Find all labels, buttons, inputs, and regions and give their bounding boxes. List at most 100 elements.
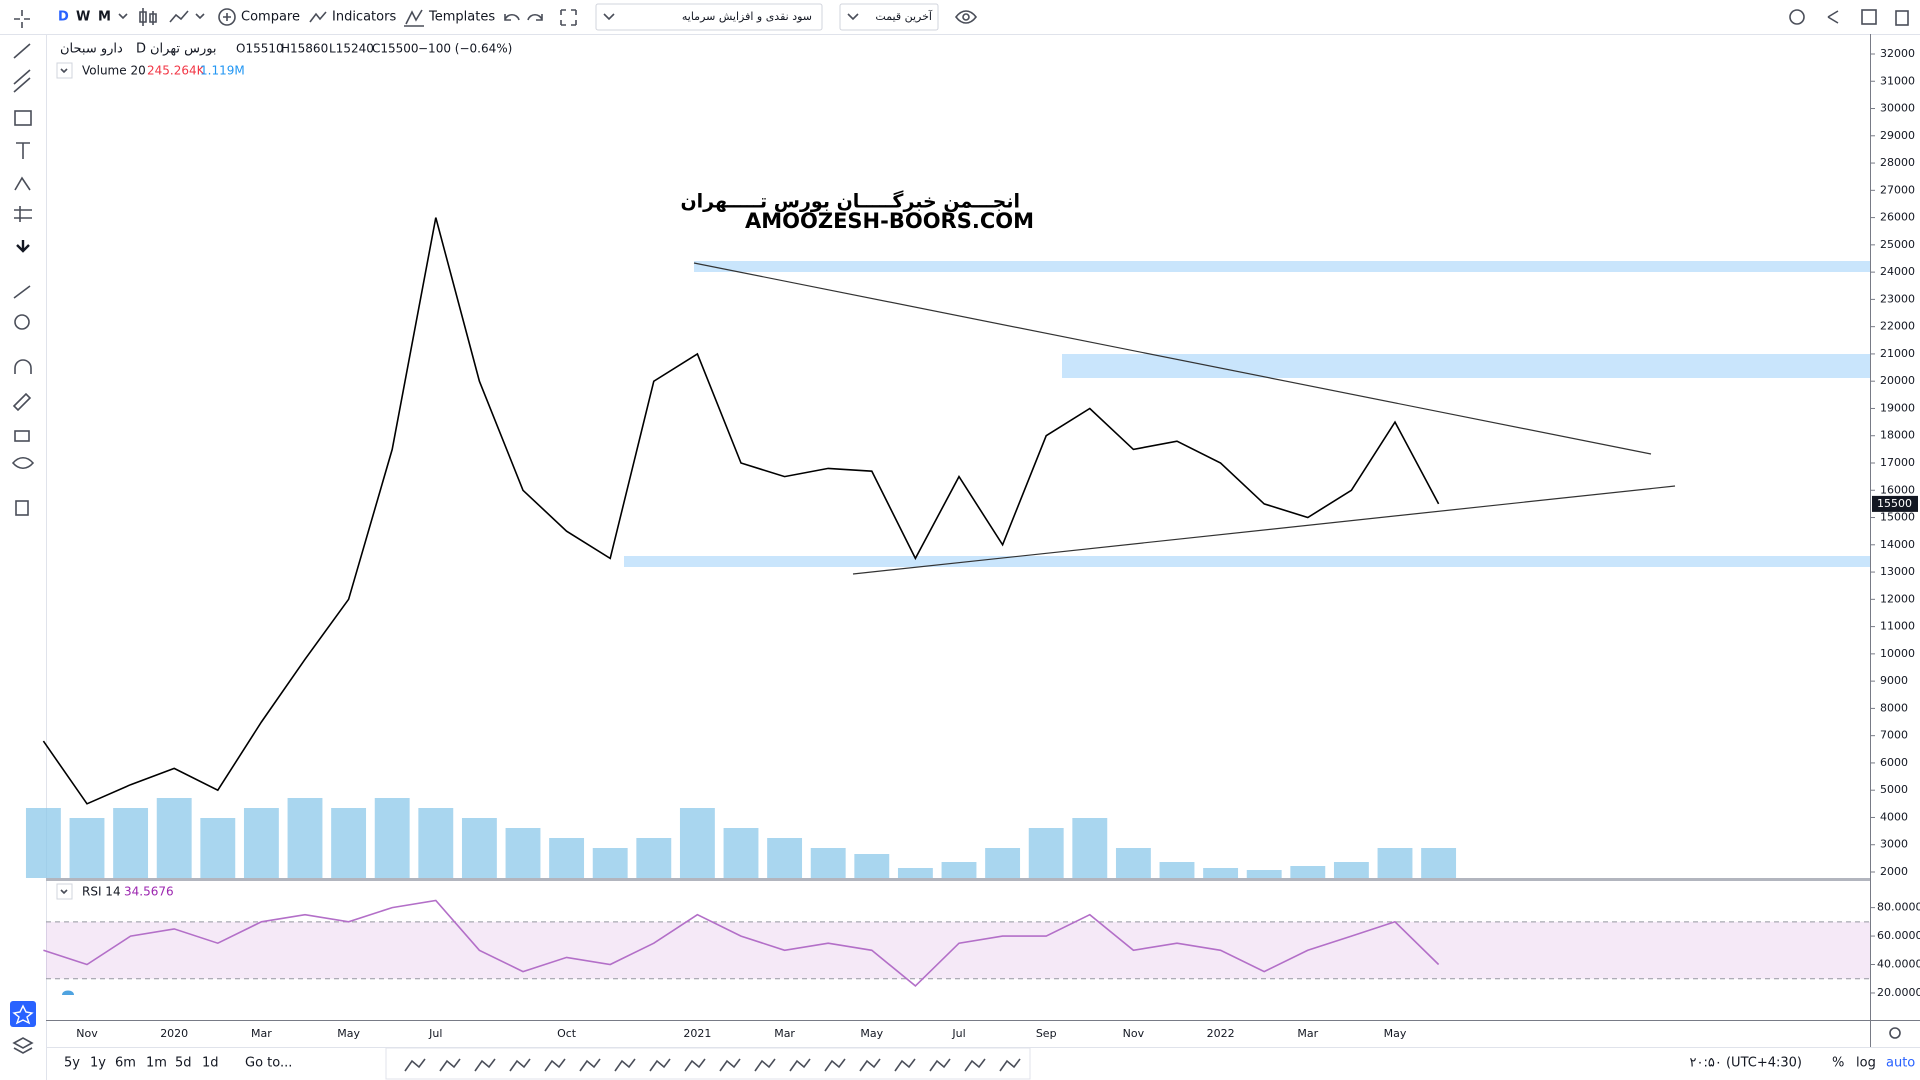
x-tick-label: Mar bbox=[774, 1027, 795, 1040]
drawing-tool-icon[interactable] bbox=[789, 1058, 811, 1072]
settings-icon[interactable] bbox=[1889, 1027, 1901, 1039]
goto-button[interactable]: Go to... bbox=[245, 1056, 292, 1071]
compare-button[interactable]: Compare bbox=[241, 10, 300, 25]
drawing-tool-icon[interactable] bbox=[439, 1058, 461, 1072]
x-tick-label: Jul bbox=[951, 1027, 965, 1040]
candles-icon[interactable] bbox=[139, 8, 157, 26]
share-icon[interactable] bbox=[1827, 10, 1839, 24]
y-tick-label: 15000 bbox=[1880, 511, 1915, 524]
tool-icon[interactable] bbox=[13, 43, 31, 59]
price-source-select[interactable] bbox=[839, 3, 939, 31]
drawing-tool-icon[interactable] bbox=[894, 1058, 916, 1072]
drawing-tool-icon[interactable] bbox=[474, 1058, 496, 1072]
volume-name: Volume 20 bbox=[82, 64, 146, 78]
timezone[interactable]: ۲۰:۵۰ (UTC+4:30) bbox=[1690, 1056, 1802, 1071]
interval-button[interactable]: D bbox=[58, 10, 69, 25]
interval-button[interactable]: M bbox=[98, 10, 111, 25]
rsi-name: RSI 14 bbox=[82, 885, 121, 899]
dropdown-icon[interactable] bbox=[195, 13, 205, 20]
trash-icon[interactable] bbox=[1895, 10, 1909, 26]
drawing-tool-icon[interactable] bbox=[859, 1058, 881, 1072]
fullscreen-icon[interactable] bbox=[560, 9, 577, 26]
collapse-button[interactable] bbox=[56, 62, 73, 79]
zoom-icon[interactable] bbox=[14, 314, 30, 330]
ohlc-high: H15860 bbox=[281, 42, 328, 56]
log-toggle[interactable]: log bbox=[1856, 1056, 1876, 1071]
ruler-icon[interactable] bbox=[13, 285, 31, 299]
drawing-tool-icon[interactable] bbox=[964, 1058, 986, 1072]
lock-icon[interactable] bbox=[14, 430, 30, 442]
volume-bar bbox=[1333, 862, 1369, 878]
y-tick-label: 60.0000 bbox=[1877, 929, 1920, 942]
volume-bar bbox=[374, 798, 410, 878]
range-button[interactable]: 1y bbox=[90, 1056, 106, 1071]
drawing-tool-icon[interactable] bbox=[929, 1058, 951, 1072]
settings-icon[interactable] bbox=[1789, 9, 1805, 25]
percent-toggle[interactable]: % bbox=[1832, 1056, 1844, 1071]
layers-icon[interactable] bbox=[12, 1037, 34, 1054]
compare-icon[interactable] bbox=[218, 8, 236, 26]
volume-bar bbox=[243, 808, 279, 878]
line-style-icon[interactable] bbox=[169, 10, 189, 23]
drawing-tool-icon[interactable] bbox=[719, 1058, 741, 1072]
redo-icon[interactable] bbox=[527, 13, 543, 21]
magnet-icon[interactable] bbox=[14, 359, 32, 374]
volume-bar bbox=[1203, 868, 1239, 878]
drawing-tool-icon[interactable] bbox=[579, 1058, 601, 1072]
trash-icon[interactable] bbox=[15, 500, 29, 516]
volume-bar bbox=[810, 848, 846, 878]
volume-bar bbox=[1159, 862, 1195, 878]
watermark-text: انجـــمن خبرگـــــان بورس تـــــهران bbox=[680, 190, 1020, 213]
collapse-button[interactable] bbox=[56, 883, 73, 900]
y-tick-label: 31000 bbox=[1880, 74, 1915, 87]
y-tick-label: 29000 bbox=[1880, 129, 1915, 142]
ohlc-low: L15240 bbox=[329, 42, 374, 56]
dropdown-icon[interactable] bbox=[118, 13, 128, 20]
eye-icon[interactable] bbox=[954, 10, 978, 24]
eye-icon bbox=[962, 13, 970, 21]
tool-icon[interactable] bbox=[14, 110, 32, 126]
indicators-button[interactable]: Indicators bbox=[332, 10, 396, 25]
tool-icon[interactable] bbox=[16, 142, 30, 159]
y-tick-label: 17000 bbox=[1880, 456, 1915, 469]
drawing-tool-icon[interactable] bbox=[754, 1058, 776, 1072]
x-tick-label: Nov bbox=[1123, 1027, 1145, 1040]
volume-bar bbox=[549, 838, 585, 878]
watermark-text: AMOOZESH-BOORS.COM bbox=[745, 209, 1034, 233]
tool-icon[interactable] bbox=[14, 206, 32, 222]
watchlist-button[interactable] bbox=[10, 1001, 36, 1027]
drawing-tool-icon[interactable] bbox=[614, 1058, 636, 1072]
x-tick-label: May bbox=[337, 1027, 360, 1040]
compare-icon[interactable] bbox=[223, 13, 231, 21]
undo-icon[interactable] bbox=[504, 13, 520, 21]
range-button[interactable]: 1m bbox=[146, 1056, 167, 1071]
eye-icon[interactable] bbox=[11, 456, 35, 470]
x-tick-label: 2020 bbox=[160, 1027, 188, 1040]
drawing-tool-icon[interactable] bbox=[999, 1058, 1021, 1072]
templates-button[interactable]: Templates bbox=[428, 10, 495, 25]
drawing-tool-icon[interactable] bbox=[824, 1058, 846, 1072]
tool-icon[interactable] bbox=[16, 240, 30, 253]
auto-toggle[interactable]: auto bbox=[1886, 1056, 1915, 1071]
drawing-tool-icon[interactable] bbox=[509, 1058, 531, 1072]
y-tick-label: 32000 bbox=[1880, 47, 1915, 60]
pencil-icon[interactable] bbox=[12, 392, 32, 412]
drawing-tool-icon[interactable] bbox=[544, 1058, 566, 1072]
tool-icon[interactable] bbox=[13, 69, 31, 93]
range-button[interactable]: 1d bbox=[202, 1056, 219, 1071]
drawing-tool-icon[interactable] bbox=[684, 1058, 706, 1072]
volume-bar bbox=[636, 838, 672, 878]
tool-icon[interactable] bbox=[14, 176, 31, 191]
interval-button[interactable]: W bbox=[76, 10, 90, 25]
range-button[interactable]: 5d bbox=[175, 1056, 192, 1071]
templates-icon[interactable] bbox=[404, 9, 424, 27]
snapshot-icon[interactable] bbox=[1861, 9, 1877, 25]
range-button[interactable]: 5y bbox=[64, 1056, 80, 1071]
indicators-icon[interactable] bbox=[309, 11, 327, 23]
volume-bar bbox=[287, 798, 323, 878]
drawing-tool-icon[interactable] bbox=[404, 1058, 426, 1072]
drawing-tool-icon[interactable] bbox=[649, 1058, 671, 1072]
range-button[interactable]: 6m bbox=[115, 1056, 136, 1071]
dividends-select[interactable] bbox=[595, 3, 823, 31]
y-tick-label: 25000 bbox=[1880, 238, 1915, 251]
